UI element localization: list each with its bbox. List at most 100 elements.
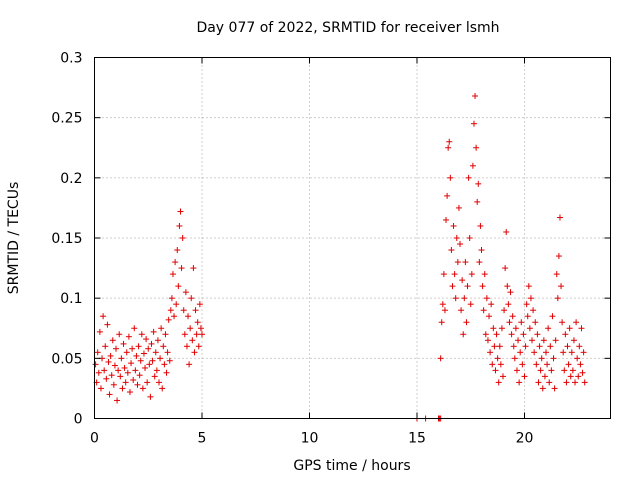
data-point [508,331,515,338]
data-point [453,235,460,241]
x-axis-title: GPS time / hours [293,458,410,474]
data-point [151,373,158,380]
data-point [193,331,200,338]
data-point [161,361,168,368]
y-tick-label: 0.05 [51,351,82,367]
data-point [575,373,582,380]
data-point [469,162,476,169]
data-point [541,373,548,380]
data-point [510,343,517,350]
data-point [169,271,176,278]
data-point [192,307,199,314]
data-point [548,367,555,374]
data-point [147,393,154,400]
data-point [472,93,479,100]
data-point [181,331,188,338]
grid [94,57,611,419]
data-point [556,214,563,221]
data-point [136,372,143,379]
data-point [498,325,505,332]
y-axis-title: SRMTID / TECUs [6,182,22,295]
data-point [179,235,186,241]
data-point [452,295,459,302]
data-point [513,367,520,374]
data-point [570,337,577,344]
data-point [474,198,481,205]
data-point [130,376,137,383]
data-point [191,349,198,356]
data-point [536,343,543,350]
x-tick-label: 5 [198,431,207,447]
data-point [491,343,498,350]
data-point [455,204,462,211]
data-point [186,361,193,368]
data-point [447,174,454,181]
data-point [438,319,445,326]
data-point [180,307,187,314]
data-point [574,355,581,362]
data-point [109,337,116,344]
data-point [449,283,456,290]
data-point [505,301,512,308]
data-point [143,336,150,343]
data-point [441,307,448,314]
data-point [547,343,554,350]
data-point [526,325,533,332]
y-tick-label: 0.1 [60,291,82,307]
data-point [564,343,571,350]
data-point [446,138,453,145]
data-point [152,349,159,356]
data-point [187,325,194,332]
data-point [464,283,471,290]
data-point [440,271,447,278]
data-point [118,355,125,362]
data-point [555,253,562,260]
data-point [194,319,201,326]
data-point [448,247,455,254]
data-point [116,331,123,338]
data-point [494,355,501,362]
data-point [443,216,450,223]
data-point [167,307,174,314]
data-point [105,358,112,365]
data-point [562,331,569,338]
data-point [463,319,470,326]
data-point [150,328,157,335]
data-point [96,328,103,335]
data-point [158,325,165,332]
data-point [111,362,118,369]
data-point [121,364,128,371]
data-point [576,343,583,350]
data-point [467,301,474,308]
data-point [176,222,183,229]
data-point [451,271,458,278]
data-point [97,385,104,392]
data-point [501,307,508,314]
data-point [445,144,452,151]
data-point [524,313,531,320]
data-point [495,379,502,386]
data-point [163,369,170,376]
data-point [525,283,532,290]
data-point [146,361,153,368]
y-tick-label: 0.3 [60,51,82,67]
data-point [115,367,122,374]
data-point [497,361,504,368]
data-point [558,283,565,290]
axis-ticks [94,57,611,419]
y-tick-labels: 0 0.05 0.1 0.15 0.2 0.25 0.3 [51,51,82,428]
data-point [539,385,546,392]
data-point [490,325,497,332]
data-point [107,352,114,359]
data-point [488,301,495,308]
data-point [189,337,196,344]
x-tick-label: 0 [90,431,99,447]
data-point [461,295,468,302]
data-point [94,349,101,356]
data-point [470,120,477,127]
data-point [172,259,179,266]
data-point [195,343,202,350]
data-point [177,208,184,215]
data-point [458,307,465,314]
